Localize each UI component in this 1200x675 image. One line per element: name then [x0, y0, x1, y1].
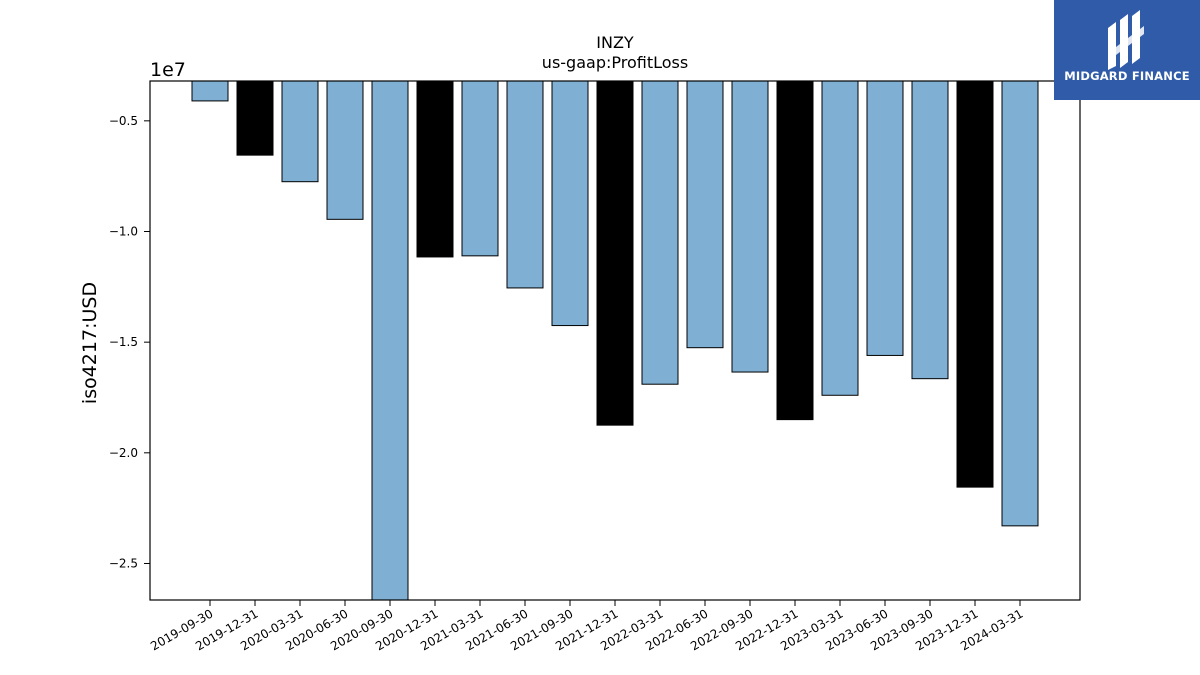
- y-ticks-group: −0.5 −1.0 −1.5 −2.0 −2.5: [109, 114, 150, 570]
- bar-2022-03-31: [641, 80, 679, 385]
- bar-2023-12-31: [956, 80, 994, 488]
- bar-2021-06-30: [506, 80, 544, 289]
- bar-2022-06-30: [686, 80, 724, 349]
- y-tick-label: −0.5: [109, 114, 138, 128]
- y-tick-label: −2.5: [109, 556, 138, 570]
- bar-2019-12-31: [236, 80, 274, 156]
- y-scale-label: 1e7: [150, 59, 186, 81]
- midgard-finance-logo: MIDGARD FINANCE: [1054, 0, 1200, 100]
- bars-group: [191, 80, 1039, 601]
- bar-2023-09-30: [911, 80, 949, 380]
- midgard-logo-icon: [1108, 10, 1144, 70]
- y-axis-label: iso4217:USD: [79, 282, 101, 404]
- x-ticks-group: 2019-09-302019-12-312020-03-312020-06-30…: [148, 600, 1026, 653]
- plot-frame: [149, 80, 1081, 601]
- bar-2020-06-30: [326, 80, 364, 220]
- bar-2019-09-30: [191, 80, 229, 102]
- bar-2024-03-31: [1001, 80, 1039, 527]
- chart-subtitle: us-gaap:ProfitLoss: [542, 53, 688, 72]
- y-tick-label: −1.0: [109, 224, 138, 238]
- bar-2020-03-31: [281, 80, 319, 183]
- logo-text: MIDGARD FINANCE: [1064, 69, 1190, 83]
- bar-2023-06-30: [866, 80, 904, 356]
- bar-2023-03-31: [821, 80, 859, 396]
- bar-2020-12-31: [416, 80, 454, 258]
- y-tick-label: −2.0: [109, 446, 138, 460]
- bar-2021-09-30: [551, 80, 589, 327]
- bar-2022-12-31: [776, 80, 814, 421]
- chart-title: INZY: [596, 33, 634, 52]
- bar-2021-12-31: [596, 80, 634, 426]
- y-tick-label: −1.5: [109, 335, 138, 349]
- bar-2022-09-30: [731, 80, 769, 373]
- bar-2020-09-30: [371, 80, 409, 601]
- bar-2021-03-31: [461, 80, 499, 257]
